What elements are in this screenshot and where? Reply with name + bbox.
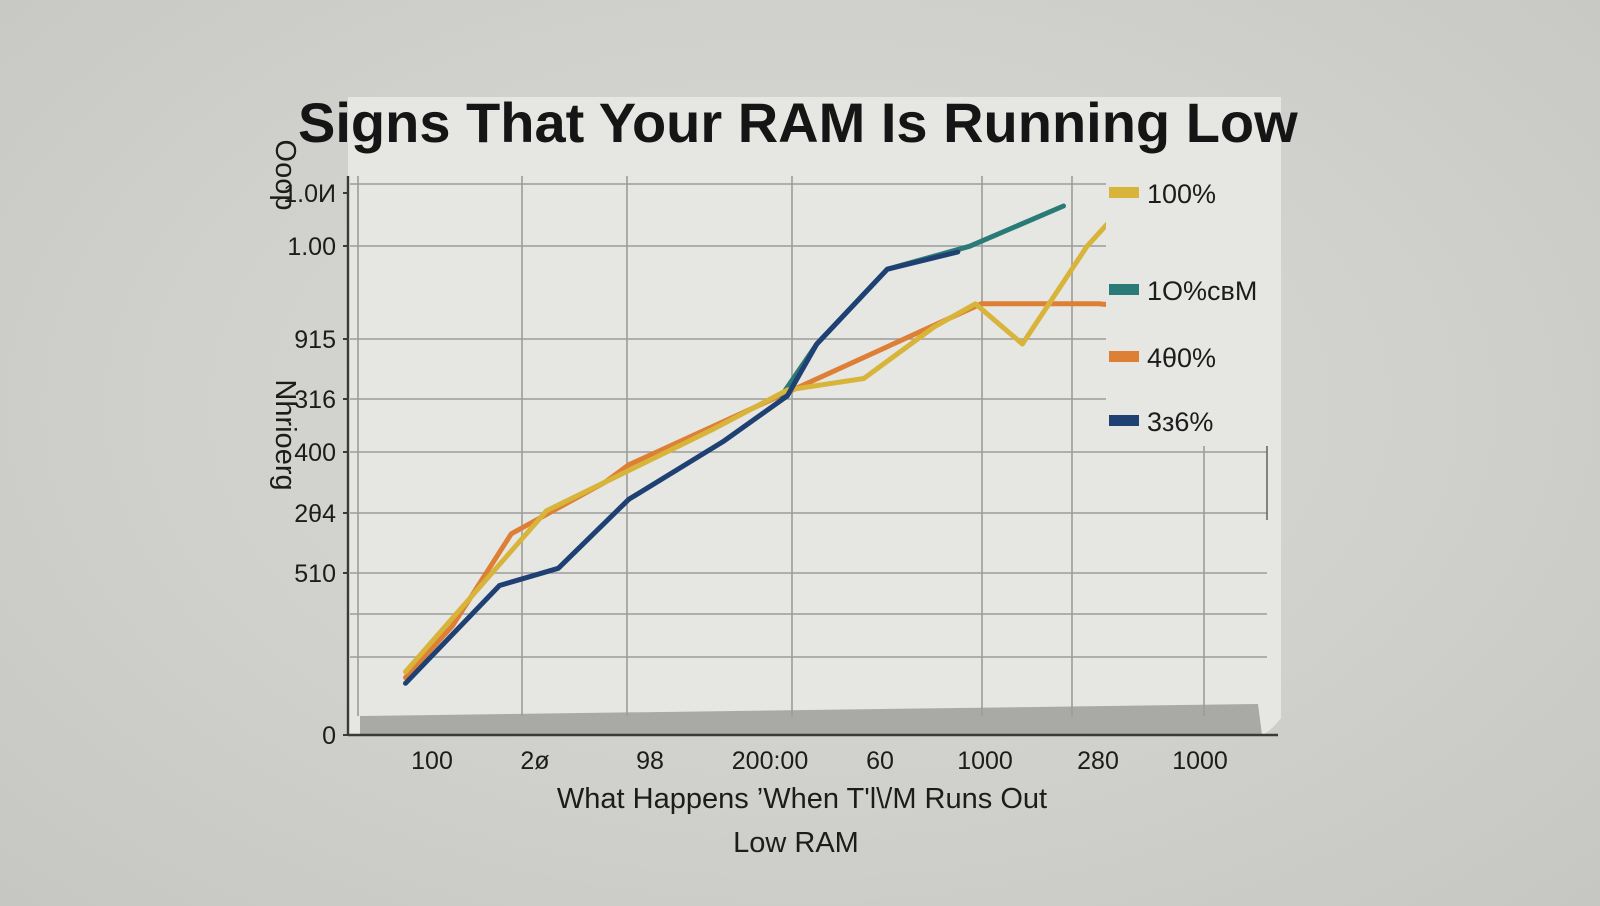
legend: 100% 1O%свM 4θ0% 3з6% <box>1106 170 1268 446</box>
y-tick-labels: 1.0И 1.00 915 316 400 2θ4 510 0 <box>283 180 336 750</box>
y-tick-label: 400 <box>294 439 336 467</box>
x-tick-label: 1000 <box>1172 747 1228 775</box>
y-tick-label: 2θ4 <box>294 500 336 528</box>
legend-box <box>1106 170 1268 446</box>
series-line <box>403 192 1137 675</box>
series-line <box>403 249 961 686</box>
shelf-strip <box>360 704 1262 735</box>
x-tick-label: 280 <box>1077 747 1119 775</box>
x-axis-title: What Happens ’When T'l\/M Runs Out <box>557 783 1047 815</box>
x-tick-label: 1000 <box>957 747 1013 775</box>
x-tick-label: 98 <box>636 747 664 775</box>
x-tick-label: 100 <box>411 747 453 775</box>
x-tick-label: 2ø <box>520 747 549 775</box>
series-layer <box>403 192 1160 686</box>
x-tick-label: 60 <box>866 747 894 775</box>
x-tick-label: 200:00 <box>732 747 808 775</box>
legend-swatch <box>1109 187 1139 198</box>
y-unit-label: Ooop <box>269 140 301 211</box>
y-tick-label: 915 <box>294 326 336 354</box>
x-tick-labels: 100 2ø 98 200:00 60 1000 280 1000 <box>411 747 1228 775</box>
legend-label: 1O%свM <box>1147 276 1257 306</box>
y-tick-marks <box>343 192 348 736</box>
legend-swatch <box>1109 284 1139 295</box>
legend-label: 3з6% <box>1147 407 1213 437</box>
chart-title: Signs That Your RAM Is Running Low <box>298 91 1298 154</box>
y-tick-label: 1.00 <box>287 233 336 261</box>
legend-label: 100% <box>1147 179 1216 209</box>
y-tick-label: 316 <box>294 386 336 414</box>
legend-swatch <box>1109 351 1139 362</box>
x-axis-title-line2: Low RAM <box>733 827 859 859</box>
y-tick-label: 510 <box>294 560 336 588</box>
y-tick-label: 0 <box>322 722 336 750</box>
y-tick-label: 1.0И <box>283 180 336 208</box>
paper-card <box>348 97 1281 735</box>
legend-swatch <box>1109 415 1139 426</box>
y-axis-title: Nhrioerg <box>269 379 301 490</box>
legend-label: 4θ0% <box>1147 343 1216 373</box>
